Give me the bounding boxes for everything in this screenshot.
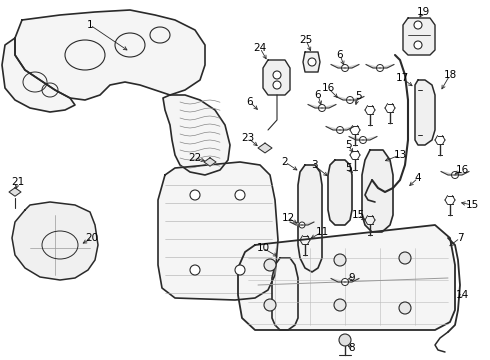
- Text: 19: 19: [416, 7, 430, 17]
- Circle shape: [399, 252, 411, 264]
- Text: 23: 23: [242, 133, 255, 143]
- Text: 6: 6: [315, 90, 321, 100]
- Circle shape: [334, 254, 346, 266]
- Polygon shape: [290, 222, 302, 225]
- Polygon shape: [326, 126, 340, 130]
- Text: 4: 4: [415, 173, 421, 183]
- Circle shape: [399, 302, 411, 314]
- Polygon shape: [328, 160, 352, 225]
- Polygon shape: [204, 158, 216, 166]
- Polygon shape: [345, 279, 359, 282]
- Circle shape: [346, 96, 353, 104]
- Polygon shape: [263, 60, 290, 95]
- Polygon shape: [415, 80, 435, 145]
- Text: 13: 13: [393, 150, 407, 160]
- Polygon shape: [366, 64, 380, 68]
- Text: 6: 6: [246, 97, 253, 107]
- Text: 22: 22: [188, 153, 201, 163]
- Polygon shape: [331, 64, 345, 68]
- Circle shape: [360, 136, 367, 144]
- Text: 20: 20: [85, 233, 98, 243]
- Circle shape: [235, 265, 245, 275]
- Polygon shape: [258, 143, 272, 153]
- Text: 16: 16: [455, 165, 468, 175]
- Polygon shape: [350, 96, 364, 100]
- Circle shape: [337, 126, 343, 134]
- Circle shape: [273, 71, 281, 79]
- Circle shape: [414, 21, 422, 29]
- Circle shape: [264, 259, 276, 271]
- Text: 10: 10: [256, 243, 270, 253]
- Text: 16: 16: [321, 83, 335, 93]
- Circle shape: [342, 64, 348, 72]
- Circle shape: [342, 279, 348, 285]
- Polygon shape: [12, 202, 98, 280]
- Circle shape: [190, 190, 200, 200]
- Polygon shape: [362, 150, 393, 232]
- Text: 11: 11: [316, 227, 329, 237]
- Polygon shape: [349, 136, 363, 140]
- Circle shape: [299, 222, 305, 228]
- Text: 5: 5: [344, 163, 351, 173]
- Text: 6: 6: [337, 50, 343, 60]
- Polygon shape: [322, 104, 336, 108]
- Circle shape: [308, 58, 316, 66]
- Polygon shape: [455, 171, 469, 175]
- Polygon shape: [308, 104, 322, 108]
- Text: 7: 7: [457, 233, 464, 243]
- Text: 5: 5: [344, 140, 351, 150]
- Polygon shape: [331, 279, 345, 282]
- Polygon shape: [302, 222, 314, 225]
- Text: 9: 9: [349, 273, 355, 283]
- Circle shape: [235, 190, 245, 200]
- Polygon shape: [441, 171, 455, 175]
- Circle shape: [339, 334, 351, 346]
- Text: 24: 24: [253, 43, 267, 53]
- Polygon shape: [403, 18, 435, 55]
- Text: 15: 15: [351, 210, 365, 220]
- Text: 2: 2: [282, 157, 288, 167]
- Circle shape: [451, 171, 459, 179]
- Text: 17: 17: [395, 73, 409, 83]
- Circle shape: [190, 265, 200, 275]
- Polygon shape: [158, 162, 278, 300]
- Text: 5: 5: [355, 91, 361, 101]
- Circle shape: [376, 64, 384, 72]
- Polygon shape: [298, 165, 322, 272]
- Circle shape: [273, 81, 281, 89]
- Text: 25: 25: [299, 35, 313, 45]
- Circle shape: [318, 104, 325, 112]
- Polygon shape: [163, 95, 230, 175]
- Circle shape: [414, 41, 422, 49]
- Text: 12: 12: [281, 213, 294, 223]
- Text: 15: 15: [466, 200, 479, 210]
- Text: 14: 14: [455, 290, 468, 300]
- Polygon shape: [340, 126, 354, 130]
- Text: 21: 21: [11, 177, 24, 187]
- Polygon shape: [336, 96, 350, 100]
- Polygon shape: [380, 64, 394, 68]
- Polygon shape: [15, 10, 205, 100]
- Circle shape: [264, 299, 276, 311]
- Polygon shape: [303, 52, 320, 72]
- Polygon shape: [9, 188, 21, 196]
- Text: 8: 8: [349, 343, 355, 353]
- Text: 18: 18: [443, 70, 457, 80]
- Polygon shape: [272, 258, 298, 330]
- Polygon shape: [238, 225, 455, 330]
- Circle shape: [334, 299, 346, 311]
- Polygon shape: [345, 64, 359, 68]
- Text: 1: 1: [87, 20, 93, 30]
- Polygon shape: [2, 38, 75, 112]
- Polygon shape: [363, 136, 377, 140]
- Text: 3: 3: [311, 160, 318, 170]
